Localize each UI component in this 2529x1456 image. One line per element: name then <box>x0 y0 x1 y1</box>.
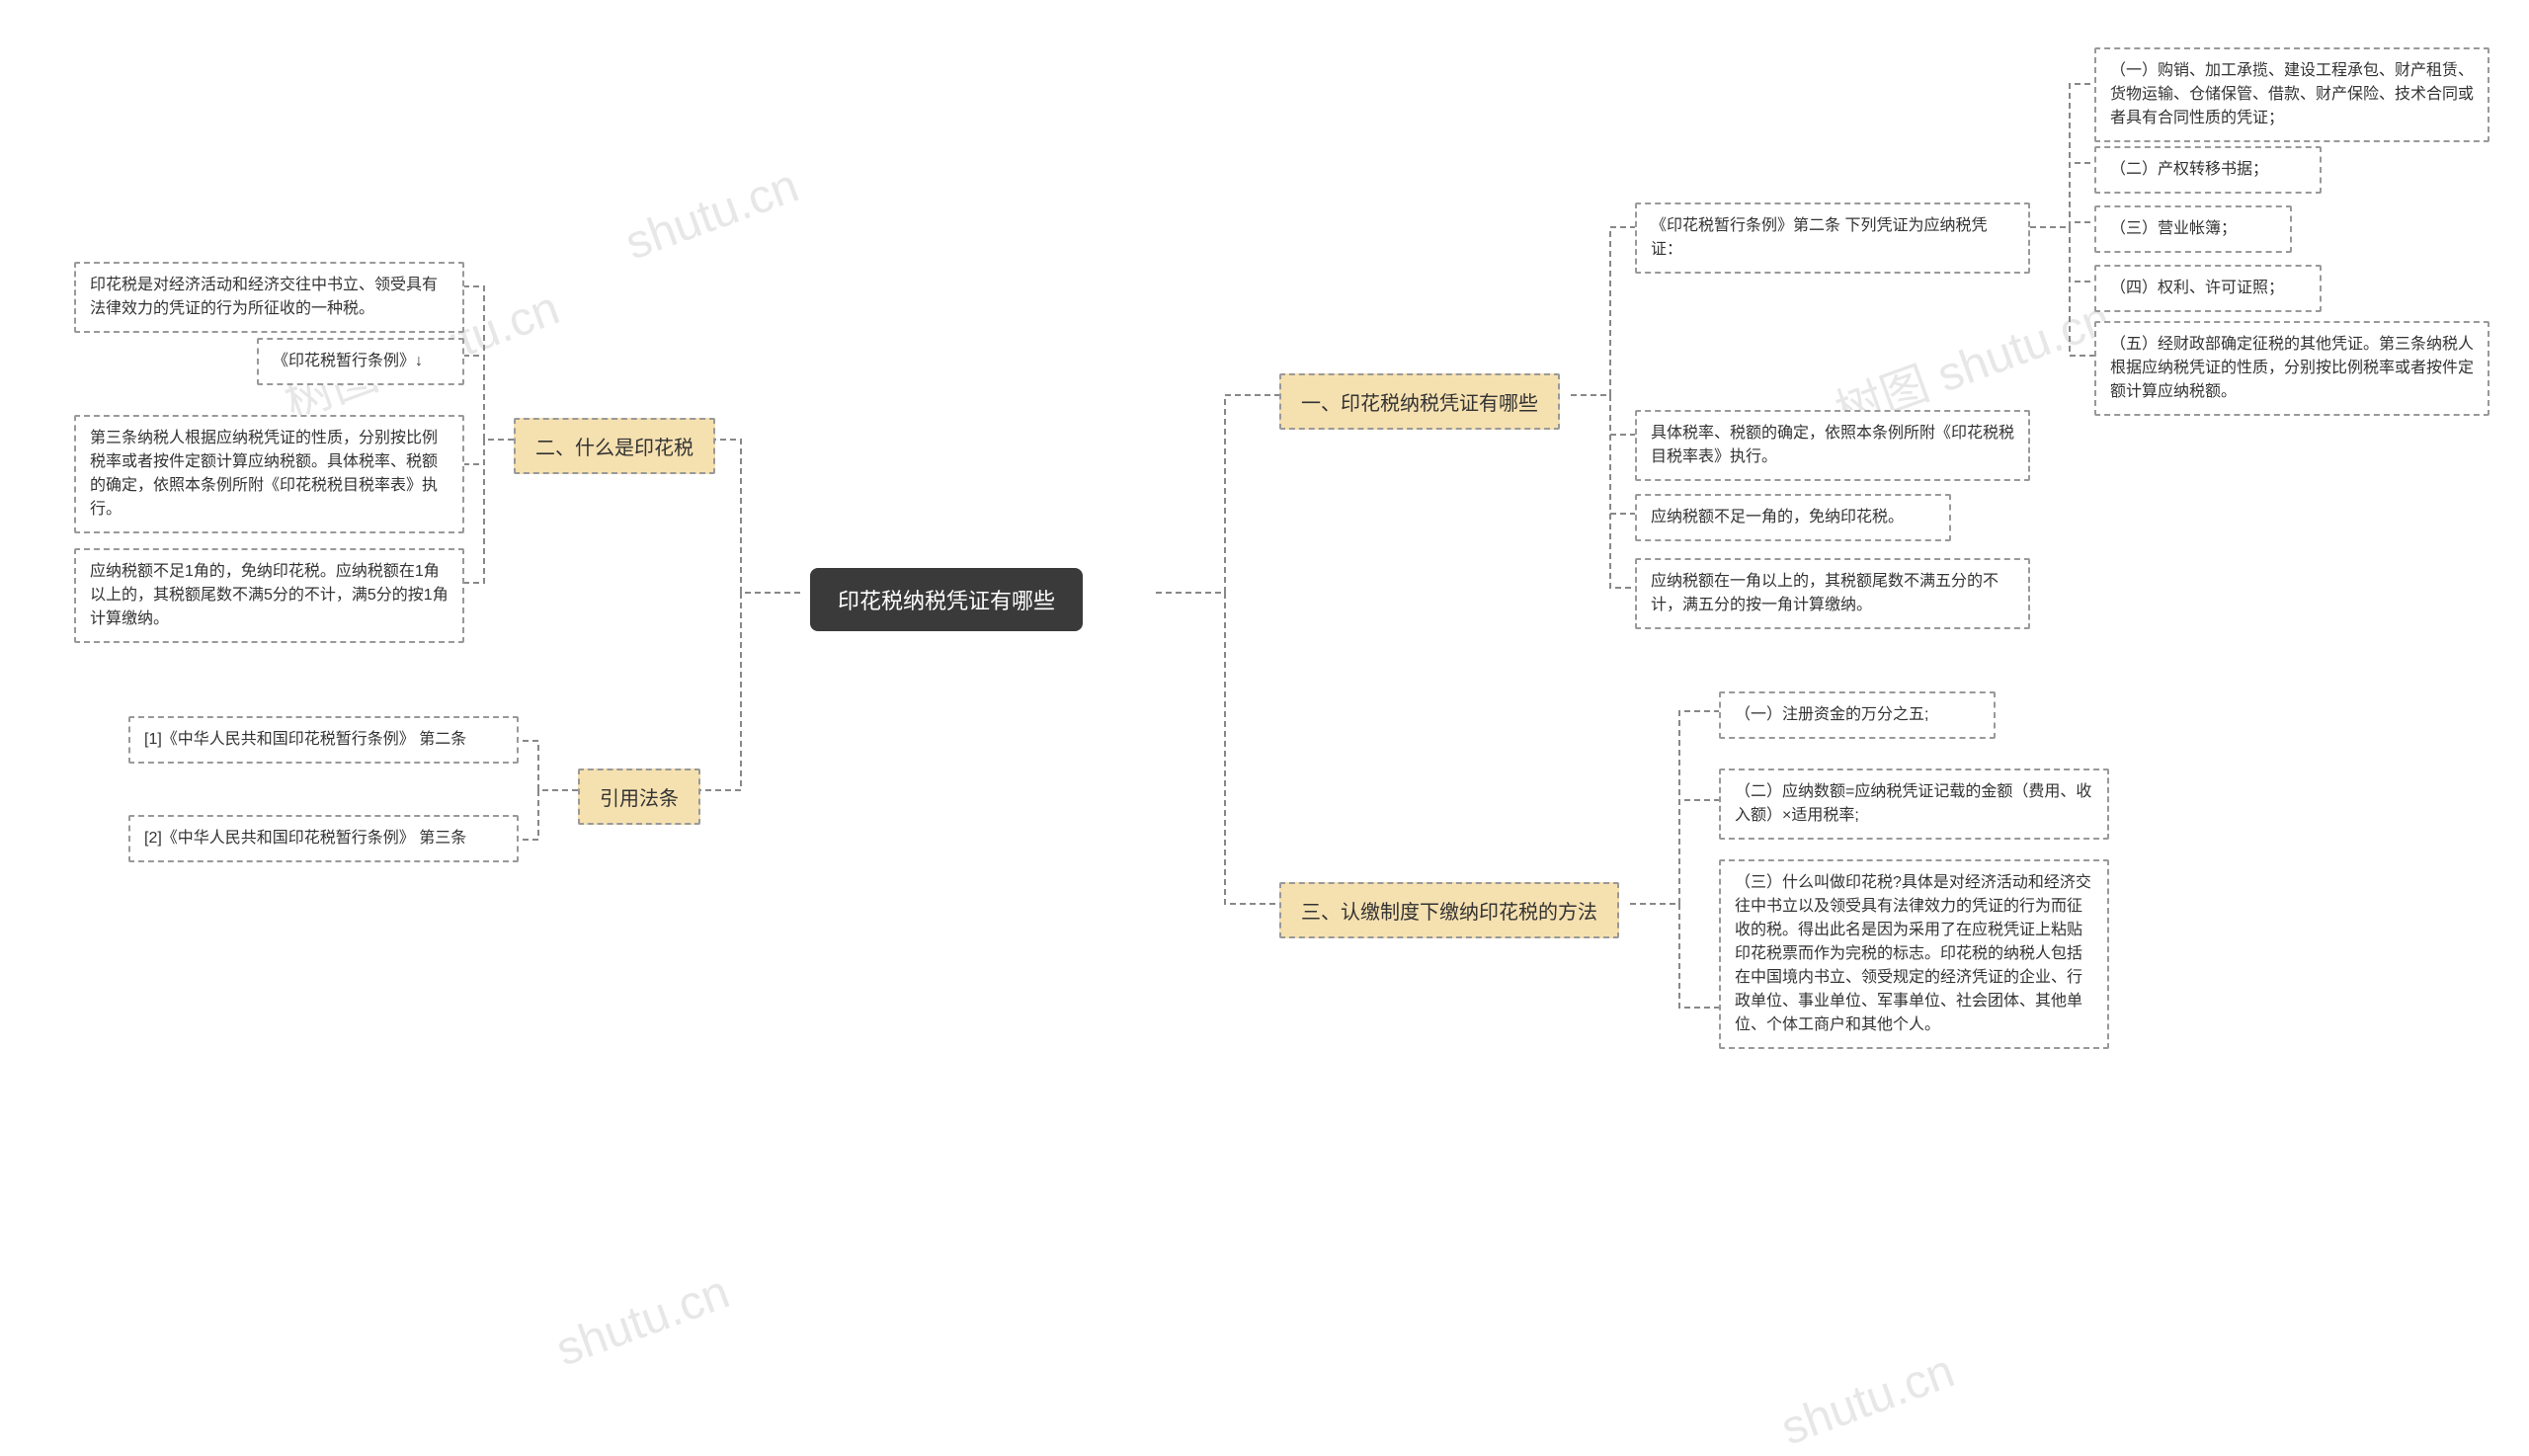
branch-3-leaf-2[interactable]: （二）应纳数额=应纳税凭证记载的金额（费用、收入额）×适用税率; <box>1719 768 2109 840</box>
branch-2-leaf-1[interactable]: 印花税是对经济活动和经济交往中书立、领受具有法律效力的凭证的行为所征收的一种税。 <box>74 262 464 333</box>
branch-2-leaf-2[interactable]: 《印花税暂行条例》↓ <box>257 338 464 385</box>
watermark: shutu.cn <box>549 1265 736 1378</box>
branch-3-leaf-3[interactable]: （三）什么叫做印花税?具体是对经济活动和经济交往中书立以及领受具有法律效力的凭证… <box>1719 859 2109 1049</box>
branch-1-leaf-4[interactable]: 应纳税额在一角以上的，其税额尾数不满五分的不计，满五分的按一角计算缴纳。 <box>1635 558 2030 629</box>
branch-2-leaf-3[interactable]: 第三条纳税人根据应纳税凭证的性质，分别按比例税率或者按件定额计算应纳税额。具体税… <box>74 415 464 533</box>
branch-2[interactable]: 二、什么是印花税 <box>514 418 715 474</box>
watermark: shutu.cn <box>618 159 805 272</box>
branch-2-leaf-4[interactable]: 应纳税额不足1角的，免纳印花税。应纳税额在1角以上的，其税额尾数不满5分的不计，… <box>74 548 464 643</box>
branch-1[interactable]: 一、印花税纳税凭证有哪些 <box>1279 373 1560 430</box>
root-node[interactable]: 印花税纳税凭证有哪些 <box>810 568 1083 631</box>
watermark: shutu.cn <box>1774 1344 1961 1456</box>
branch-4-leaf-2[interactable]: [2]《中华人民共和国印花税暂行条例》 第三条 <box>128 815 519 862</box>
branch-1-sub-1-leaf-4[interactable]: （四）权利、许可证照； <box>2094 265 2322 312</box>
branch-1-sub-1-leaf-3[interactable]: （三）营业帐簿； <box>2094 205 2292 253</box>
branch-1-sub-1-leaf-2[interactable]: （二）产权转移书据； <box>2094 146 2322 194</box>
branch-4-leaf-1[interactable]: [1]《中华人民共和国印花税暂行条例》 第二条 <box>128 716 519 764</box>
branch-1-leaf-2[interactable]: 具体税率、税额的确定，依照本条例所附《印花税税目税率表》执行。 <box>1635 410 2030 481</box>
branch-4[interactable]: 引用法条 <box>578 768 700 825</box>
branch-1-sub-1-leaf-5[interactable]: （五）经财政部确定征税的其他凭证。第三条纳税人根据应纳税凭证的性质，分别按比例税… <box>2094 321 2489 416</box>
branch-1-leaf-3[interactable]: 应纳税额不足一角的，免纳印花税。 <box>1635 494 1951 541</box>
branch-1-sub-1-leaf-1[interactable]: （一）购销、加工承揽、建设工程承包、财产租赁、货物运输、仓储保管、借款、财产保险… <box>2094 47 2489 142</box>
branch-3-leaf-1[interactable]: （一）注册资金的万分之五; <box>1719 691 1996 739</box>
branch-1-sub-1[interactable]: 《印花税暂行条例》第二条 下列凭证为应纳税凭证： <box>1635 202 2030 274</box>
branch-3[interactable]: 三、认缴制度下缴纳印花税的方法 <box>1279 882 1619 938</box>
